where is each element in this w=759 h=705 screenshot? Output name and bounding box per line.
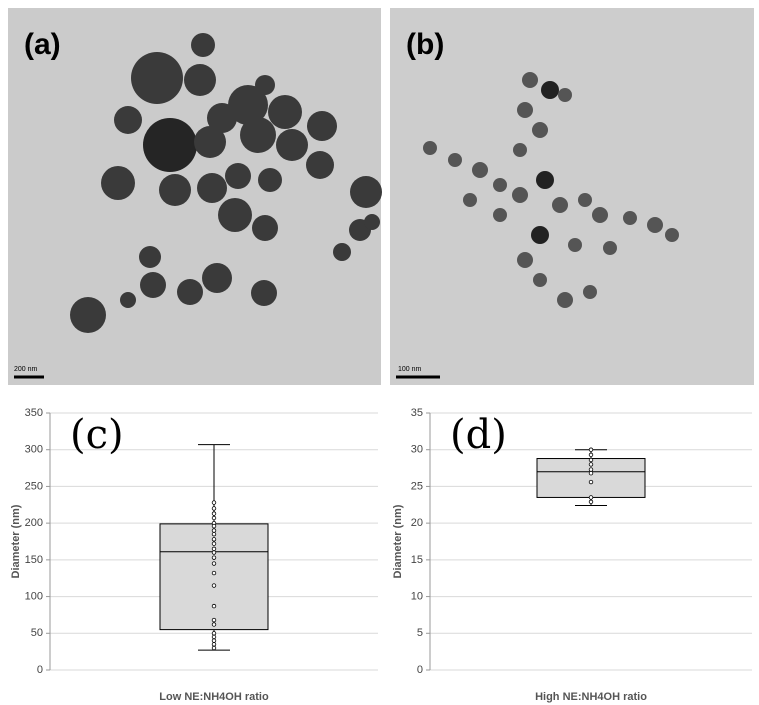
scale-bar-label: 100 nm [398,366,422,373]
panel-annotation: (c) [70,412,124,458]
data-point [588,462,594,467]
data-point [588,457,594,463]
y-tick-label: 150 [25,554,43,566]
y-axis-label: Diameter (nm) [10,504,22,578]
data-point [211,523,217,529]
data-point [211,555,217,560]
image-background [8,8,381,385]
data-point [211,645,217,651]
data-point [211,541,217,546]
y-tick-label: 0 [37,664,43,676]
data-point [211,631,217,636]
y-tick-label: 30 [411,444,423,456]
data-point [211,537,217,542]
data-point [211,570,217,576]
data-point [211,622,217,627]
data-point [588,495,594,500]
tem-image-b: 100 nm (b) [390,8,754,385]
y-tick-label: 200 [25,517,43,529]
data-point [588,479,594,485]
data-point [211,603,217,609]
y-tick-label: 50 [31,627,43,639]
particles [423,72,679,308]
y-tick-label: 25 [411,480,423,492]
data-point [588,447,594,452]
data-point [211,617,217,623]
y-axis-label: Diameter (nm) [392,504,404,578]
panel-label: (a) [24,28,61,61]
y-tick-label: 300 [25,444,43,456]
y-tick-label: 15 [411,554,423,566]
scale-bar-label: 200 nm [14,366,38,373]
data-point [211,550,217,555]
y-tick-label: 0 [417,664,423,676]
y-tick-label: 5 [417,627,423,639]
x-category-label: High NE:NH4OH ratio [535,691,647,703]
panel-annotation: (d) [450,412,507,458]
data-point [211,515,217,521]
data-point [211,500,217,505]
data-point [211,583,217,588]
y-tick-label: 35 [411,407,423,419]
y-tick-label: 20 [411,517,423,529]
data-point [211,561,217,566]
particles [70,33,382,333]
x-category-label: Low NE:NH4OH ratio [159,691,269,703]
y-tick-label: 350 [25,407,43,419]
data-point [211,634,217,640]
data-point [211,511,217,516]
data-point [588,471,594,476]
data-point [211,506,217,511]
data-point [211,546,217,552]
data-point [588,467,594,472]
y-tick-label: 100 [25,590,43,602]
data-point [211,528,217,533]
data-point [211,531,217,537]
box [159,523,269,631]
data-point [211,638,217,643]
data-point [211,642,217,647]
y-tick-label: 10 [411,590,423,602]
image-background [390,8,754,385]
panel-label: (b) [406,28,444,61]
y-tick-label: 250 [25,480,43,492]
data-point [588,499,594,505]
tem-image-a: 200 nm (a) [8,8,382,385]
data-point [588,452,594,458]
